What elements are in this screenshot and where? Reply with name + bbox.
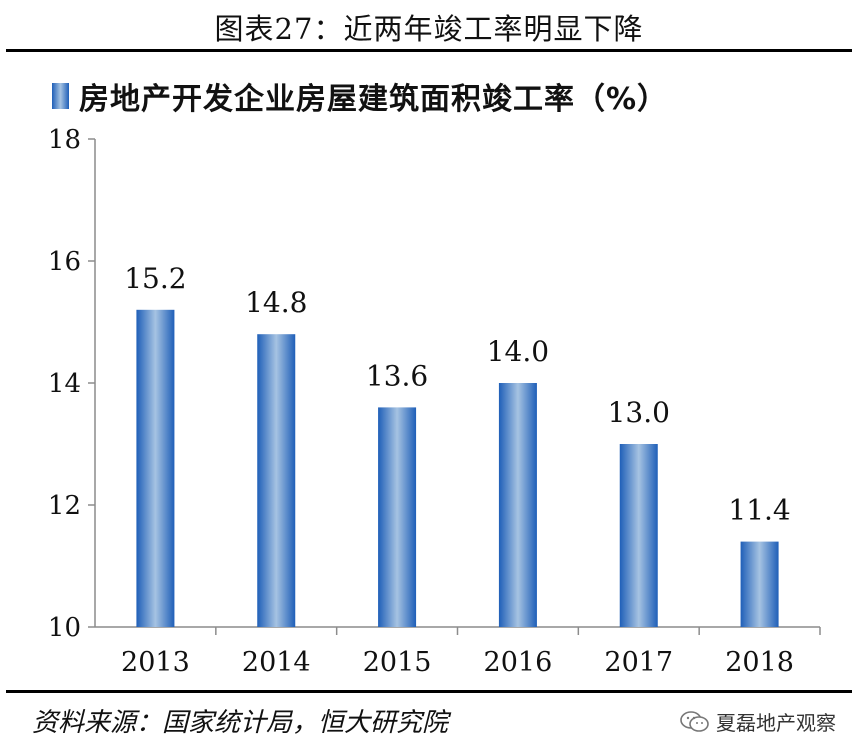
data-label: 14.8 — [245, 286, 307, 319]
y-tick-label: 14 — [48, 369, 81, 399]
top-rule — [6, 49, 852, 52]
x-tick-label: 2018 — [725, 647, 794, 678]
legend: 房地产开发企业房屋建筑面积竣工率（%） — [52, 74, 668, 118]
legend-label: 房地产开发企业房屋建筑面积竣工率（%） — [79, 82, 669, 117]
watermark-text: 夏磊地产观察 — [716, 711, 836, 735]
y-tick-label: 10 — [48, 613, 81, 643]
x-tick-label: 2017 — [604, 647, 673, 678]
axes: 10 12 14 16 18 2013 2014 2015 2016 2017 2018 — [48, 125, 821, 678]
x-tick-label: 2014 — [242, 647, 311, 678]
legend-swatch — [52, 83, 69, 109]
source-note: 资料来源：国家统计局，恒大研究院 — [32, 708, 449, 738]
data-label: 13.0 — [608, 396, 670, 429]
data-label: 15.2 — [124, 262, 186, 295]
data-label: 14.0 — [487, 335, 549, 368]
y-tick-label: 18 — [48, 125, 81, 155]
y-tick-label: 12 — [48, 491, 81, 521]
bottom-rule — [6, 690, 852, 693]
watermark: 夏磊地产观察 — [680, 707, 836, 736]
bar — [378, 407, 417, 627]
bar — [498, 383, 537, 627]
bar — [740, 541, 779, 627]
bar — [619, 444, 658, 627]
figure-title: 图表27：近两年竣工率明显下降 — [214, 12, 644, 46]
x-tick-label: 2016 — [484, 647, 553, 678]
data-labels: 15.2 14.8 13.6 14.0 13.0 11.4 — [124, 262, 791, 527]
wechat-icon — [680, 710, 709, 732]
data-label: 11.4 — [728, 494, 790, 527]
data-label: 13.6 — [366, 359, 428, 392]
x-tick-label: 2015 — [363, 647, 432, 678]
y-tick-label: 16 — [48, 247, 81, 277]
x-tick-label: 2013 — [121, 647, 190, 678]
bar — [257, 334, 296, 627]
bars — [136, 309, 779, 627]
bar — [136, 309, 175, 627]
